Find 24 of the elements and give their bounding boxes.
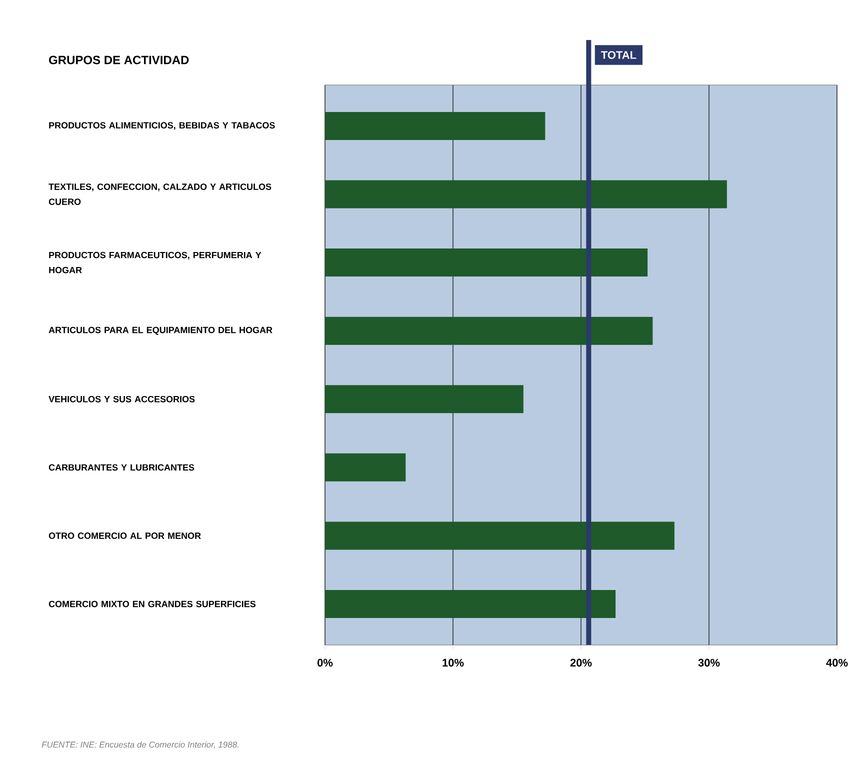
bar	[325, 453, 406, 482]
ref-line-label: TOTAL	[601, 51, 636, 59]
y-tick-label: PRODUCTOS ALIMENTICIOS, BEBIDAS Y TABACOS	[49, 122, 275, 130]
bar	[325, 112, 546, 140]
x-tick-label: 30%	[698, 658, 720, 667]
y-tick-label: CARBURANTES Y LUBRICANTES	[48, 464, 194, 471]
y-tick-label: VEHICULOS Y SUS ACCESORIOS	[48, 396, 195, 402]
source-note: FUENTE: INE: Encuesta de Comercio Interior, 1988.	[42, 741, 238, 749]
x-tick-label: 40%	[826, 658, 848, 667]
y-tick-label: PRODUCTOS FARMACEUTICOS, PERFUMERIA Y HOGAR	[49, 252, 262, 274]
bar	[325, 522, 674, 550]
bar	[325, 180, 727, 208]
bar	[325, 385, 524, 414]
y-tick-label: ARTICULOS PARA EL EQUIPAMIENTO DEL HOGAR	[48, 326, 272, 335]
bar	[325, 248, 648, 277]
bar	[325, 316, 653, 345]
x-tick-label: 10%	[442, 658, 464, 667]
y-tick-label: TEXTILES, CONFECCION, CALZADO Y ARTICULOS CUERO	[48, 184, 272, 205]
y-tick-label: OTRO COMERCIO AL POR MENOR	[48, 532, 201, 539]
text: GRUPOS DE ACTIVIDAD	[49, 56, 189, 64]
bar	[325, 590, 616, 618]
y-tick-label: COMERCIO MIXTO EN GRANDES SUPERFICIES	[48, 600, 256, 608]
x-tick-label: 20%	[570, 658, 592, 667]
x-tick-label: 0%	[317, 658, 333, 667]
